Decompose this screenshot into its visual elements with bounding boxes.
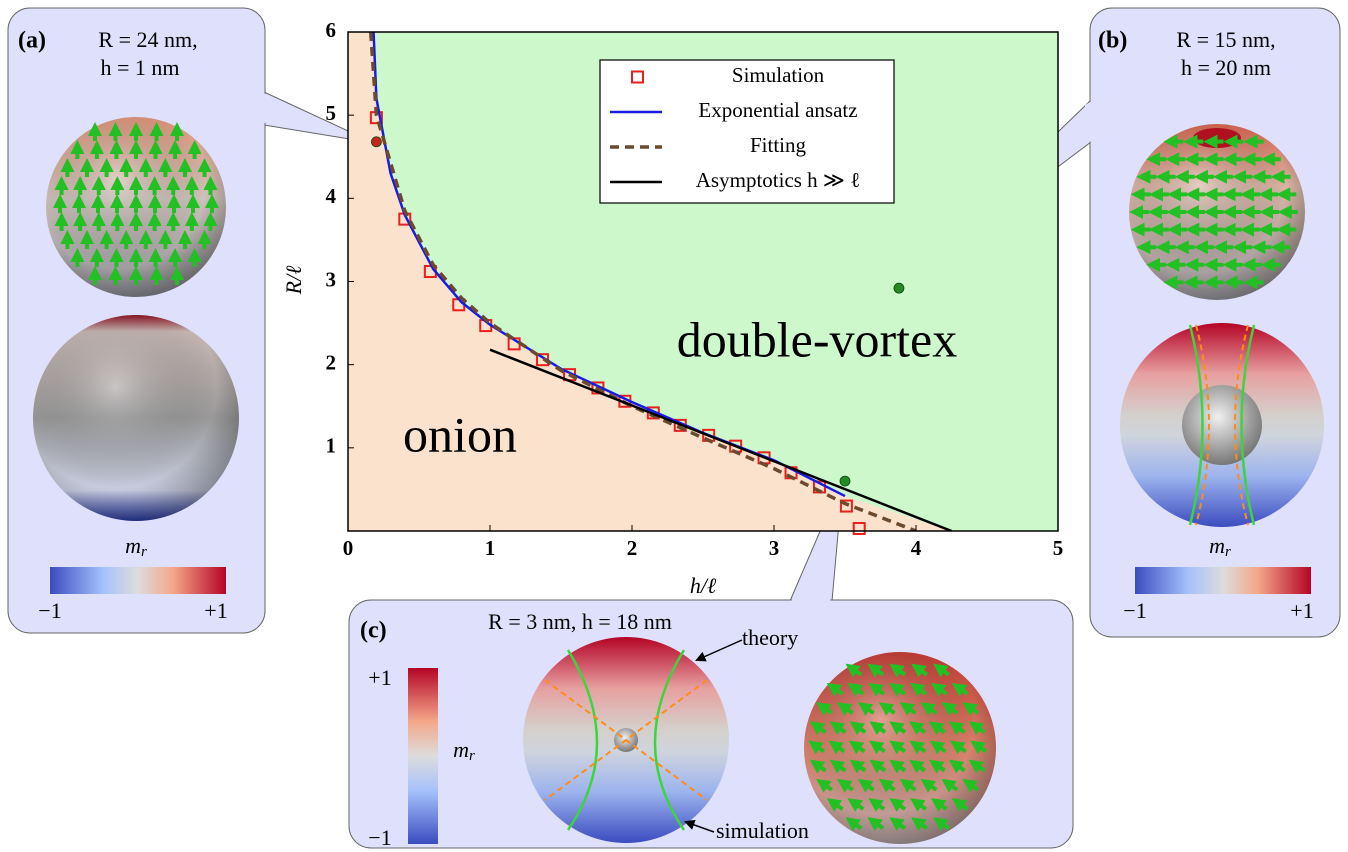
panel-c: (c) R = 3 nm, h = 18 nm +1 −1 mr theory … — [349, 595, 1073, 850]
pole — [1193, 128, 1241, 148]
y-tick-label: 5 — [326, 101, 337, 125]
legend-label: Simulation — [732, 63, 825, 87]
colorbar — [50, 567, 226, 594]
colorbar-max: +1 — [1290, 598, 1313, 623]
callout-marker — [371, 137, 381, 147]
colorbar-max: +1 — [368, 665, 391, 690]
panel-label: (a) — [18, 28, 46, 54]
callout-marker — [894, 283, 904, 293]
region-label: double-vortex — [677, 311, 957, 367]
y-tick-label: 2 — [326, 350, 337, 374]
y-axis-label: R/ℓ — [281, 265, 306, 296]
legend-label: Fitting — [750, 133, 807, 157]
colorbar-min: −1 — [368, 825, 391, 850]
symbol: m — [453, 737, 469, 762]
colorbar — [1135, 567, 1311, 594]
legend: Simulation Exponential ansatz Fitting Asymp… — [600, 60, 894, 203]
x-tick-label: 1 — [485, 536, 496, 560]
callout-marker — [840, 476, 850, 486]
x-tick-label: 5 — [1053, 536, 1064, 560]
y-tick-label: 1 — [326, 434, 337, 458]
colorbar-min: −1 — [1123, 598, 1146, 623]
colorbar — [408, 668, 438, 844]
panel-a: (a) R = 24 nm, h = 1 nm mr −1 +1 — [8, 8, 270, 633]
panel-label: (b) — [1098, 28, 1127, 54]
colorbar-min: −1 — [38, 598, 61, 623]
panel-param: h = 20 nm — [1181, 55, 1271, 80]
y-tick-label: 6 — [326, 18, 337, 42]
panel-param: R = 3 nm, h = 18 nm — [488, 609, 672, 634]
legend-label: Asymptotics h ≫ ℓ — [696, 168, 860, 192]
y-tick-label: 3 — [326, 267, 337, 291]
panel-label: (c) — [360, 618, 387, 644]
annotation: theory — [742, 625, 798, 650]
panel-b: (b) R = 15 nm, h = 20 nm mr −1 +1 — [1085, 8, 1340, 637]
legend-label: Exponential ansatz — [698, 98, 857, 122]
subscript: r — [1225, 544, 1231, 560]
symbol: m — [1209, 533, 1225, 558]
colorbar-max: +1 — [204, 598, 227, 623]
panel-param: h = 1 nm — [100, 55, 179, 80]
callout-join — [791, 595, 831, 602]
x-tick-label: 0 — [343, 536, 354, 560]
annotation: simulation — [716, 818, 809, 843]
y-tick-label: 4 — [326, 184, 337, 208]
x-axis-label: h/ℓ — [690, 573, 717, 598]
subscript: r — [469, 748, 475, 764]
region-label: onion — [403, 406, 517, 462]
x-tick-label: 3 — [769, 536, 780, 560]
x-tick-label: 4 — [911, 536, 922, 560]
callout-join — [263, 93, 270, 124]
callout-join — [1085, 101, 1092, 143]
panel-param: R = 24 nm, — [98, 27, 197, 52]
x-tick-label: 2 — [627, 536, 638, 560]
disk-shade — [33, 315, 239, 521]
figure: onion double-vortex 0 1 2 3 4 5 1 2 3 4 5 6 h/ℓ R/ℓ Simu… — [0, 0, 1348, 852]
panel-param: R = 15 nm, — [1176, 27, 1275, 52]
disk-hole — [1182, 385, 1262, 465]
plot: onion double-vortex 0 1 2 3 4 5 1 2 3 4 5 6 h/ℓ R/ℓ Simu… — [281, 18, 1063, 598]
subscript: r — [141, 544, 147, 560]
symbol: m — [125, 533, 141, 558]
